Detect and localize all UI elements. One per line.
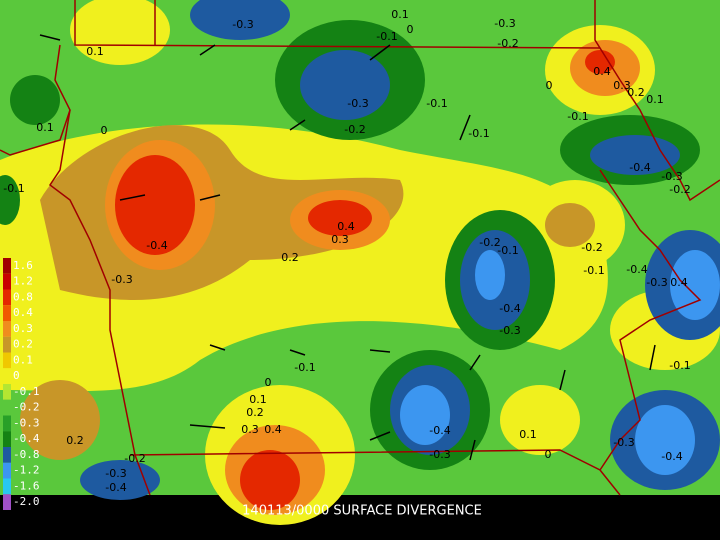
contour-label: -0.1 (669, 359, 690, 372)
legend-swatch (3, 447, 11, 463)
legend-label: 0.3 (13, 322, 33, 335)
contour-label: 0.2 (281, 251, 299, 264)
wind-barbs (39, 34, 656, 461)
legend-label: -1.6 (13, 479, 40, 492)
contour-label: -0.1 (468, 127, 489, 140)
contour-label: -0.4 (499, 302, 520, 315)
contour-label: 0 (407, 23, 414, 36)
contour-label: 0.3 (241, 423, 259, 436)
contour-label: -0.4 (661, 450, 682, 463)
contour-label: -0.4 (105, 481, 126, 494)
legend-label: 1.2 (13, 275, 33, 288)
contour-label: -0.3 (429, 448, 450, 461)
legend-swatch (3, 336, 11, 353)
legend-label: 0.2 (13, 338, 33, 351)
field (0, 0, 720, 525)
contour-label: -0.2 (124, 452, 145, 465)
contour-label: -0.2 (581, 241, 602, 254)
contour-label: -0.3 (111, 273, 132, 286)
contour-label: -0.4 (626, 263, 647, 276)
borders (0, 0, 720, 496)
contour-label: 0.1 (391, 8, 409, 21)
contour-label: 0.1 (646, 93, 664, 106)
contour-label: -0.1 (376, 30, 397, 43)
contour-label: -0.2 (344, 123, 365, 136)
contour-label: -0.3 (105, 467, 126, 480)
legend-label: 0 (13, 369, 20, 382)
contour-label: 0 (265, 376, 272, 389)
legend-swatch (3, 399, 11, 416)
legend-swatch (3, 258, 11, 274)
legend-label: 0.4 (13, 306, 33, 319)
legend-swatch (3, 352, 11, 369)
legend-swatch (3, 273, 11, 290)
color-legend: 1.6 1.2 0.8 0.4 0.3 0.2 0.1 0 -0.1 -0.2 -0.3 -0.4 -0… (3, 258, 40, 510)
legend-swatch (3, 478, 11, 495)
contour-label: 0.4 (670, 276, 688, 289)
legend-swatch (3, 462, 11, 479)
legend-label: -1.2 (13, 464, 40, 477)
legend-swatch (3, 494, 11, 510)
legend-label: 1.6 (13, 259, 33, 272)
contour-label: 0.3 (331, 233, 349, 246)
contour-label: -0.1 (583, 264, 604, 277)
contour-label: 0.4 (337, 220, 355, 233)
legend-swatch (3, 368, 11, 384)
contour-label: 0.4 (593, 65, 611, 78)
contour-label: 0.1 (249, 393, 267, 406)
legend-swatch (3, 289, 11, 306)
legend-label: -0.3 (13, 416, 40, 429)
contour-label: -0.3 (661, 170, 682, 183)
contour-label: -0.1 (497, 244, 518, 257)
map-title: 140113/0000 SURFACE DIVERGENCE (242, 504, 482, 519)
contour-label: -0.3 (232, 18, 253, 31)
legend-label: 0.8 (13, 290, 33, 303)
contour-label: 0.2 (246, 406, 264, 419)
contour-labels: -0.30.10.1-0.10 -0.3-0.2-0.3 -0.1-0.200.1-… (3, 8, 690, 494)
contour-label: -0.3 (347, 97, 368, 110)
contour-label: 0.4 (264, 423, 282, 436)
contour-label: -0.4 (146, 239, 167, 252)
contour-label: -0.3 (613, 436, 634, 449)
legend-swatch (3, 321, 11, 337)
contour-label: 0 (546, 79, 553, 92)
contour-label: 0 (101, 124, 108, 137)
legend-swatch (3, 415, 11, 432)
contour-label: -0.2 (479, 236, 500, 249)
contour-label: 0.2 (627, 86, 645, 99)
contour-label: -0.3 (646, 276, 667, 289)
contour-label: -0.3 (494, 17, 515, 30)
legend-label: -2.0 (13, 495, 40, 508)
contour-label: -0.4 (629, 161, 650, 174)
contour-label: -0.4 (429, 424, 450, 437)
contour-label: -0.1 (567, 110, 588, 123)
legend-swatch (3, 431, 11, 447)
contour-label: -0.2 (669, 183, 690, 196)
contour-label: -0.1 (294, 361, 315, 374)
legend-swatch (3, 384, 11, 400)
legend-label: -0.1 (13, 385, 40, 398)
legend-label: -0.2 (13, 401, 40, 414)
contour-label: 0.2 (66, 434, 84, 447)
contour-label: 0.1 (86, 45, 104, 58)
legend-label: -0.8 (13, 448, 40, 461)
legend-label: -0.4 (13, 432, 40, 445)
legend-swatch (3, 305, 11, 321)
contour-label: 0.1 (36, 121, 54, 134)
contour-label: -0.3 (499, 324, 520, 337)
contour-label: 0 (545, 448, 552, 461)
legend-label: 0.1 (13, 353, 33, 366)
contour-label: -0.2 (497, 37, 518, 50)
contour-label: 0.3 (613, 79, 631, 92)
contour-label: 0.1 (519, 428, 537, 441)
contour-label: -0.1 (3, 182, 24, 195)
contour-label: -0.1 (426, 97, 447, 110)
